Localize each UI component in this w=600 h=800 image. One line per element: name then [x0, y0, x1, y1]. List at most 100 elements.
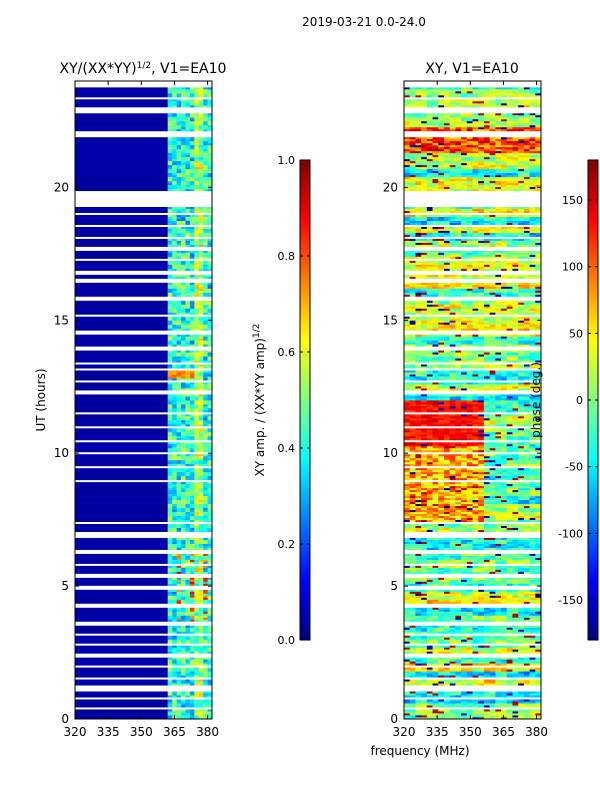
phase-cell	[506, 553, 513, 556]
amp-cell	[207, 661, 212, 664]
amp-cell	[185, 158, 191, 162]
amp-cell	[189, 254, 195, 257]
phase-cell	[426, 599, 433, 602]
phase-cell	[483, 647, 491, 650]
amp-row-low	[75, 649, 168, 652]
amp-cell	[198, 308, 204, 311]
amp-cell	[185, 497, 191, 501]
amp-cell	[203, 421, 208, 425]
amp-cell	[176, 423, 182, 427]
phase-cell	[404, 627, 411, 630]
amp-row-low	[75, 262, 168, 265]
phase-cell	[421, 701, 428, 704]
amp-cell	[207, 116, 212, 120]
phase-cell	[415, 527, 422, 530]
phase-cell	[535, 647, 541, 650]
amp-cell	[207, 208, 212, 211]
phase-cell	[489, 715, 496, 718]
phase-cell	[426, 593, 433, 596]
amp-cell	[172, 172, 178, 176]
amp-cell	[176, 160, 182, 164]
phase-cell	[529, 577, 536, 580]
amp-cell	[172, 615, 178, 618]
amp-cell	[181, 487, 186, 491]
amp-cell	[185, 128, 191, 132]
amp-cell	[181, 226, 186, 229]
amp-row-low	[75, 308, 168, 311]
amp-cell	[189, 284, 195, 287]
phase-cell	[518, 713, 525, 716]
phase-cell	[461, 663, 468, 666]
phase-cell	[472, 509, 479, 513]
phase-cell	[495, 613, 502, 616]
amp-cell	[185, 703, 191, 706]
amp-cell	[172, 138, 178, 142]
amp-cell	[167, 497, 173, 501]
amp-cell	[198, 220, 204, 223]
phase-cell	[421, 595, 428, 598]
amp-cell	[198, 609, 204, 612]
amp-cell	[181, 705, 186, 708]
phase-cell	[495, 557, 502, 560]
phase-cell	[495, 565, 502, 568]
amp-cell	[189, 565, 195, 568]
amp-cell	[189, 326, 195, 329]
phase-flagged-row	[404, 653, 541, 656]
phase-cell	[535, 657, 541, 660]
amp-cell	[185, 354, 191, 357]
amp-cell	[189, 669, 195, 672]
amplitude-colorbar-ramp	[299, 159, 311, 641]
amp-row-low	[75, 220, 168, 223]
amp-cell	[181, 302, 186, 305]
amp-row-low	[75, 635, 168, 638]
amp-cell	[167, 499, 173, 503]
amp-cell	[198, 671, 204, 674]
amp-cell	[194, 477, 200, 481]
amp-cell	[203, 699, 208, 702]
amp-cell	[194, 260, 200, 263]
amp-cell	[194, 593, 200, 596]
phase-cell	[466, 639, 473, 642]
amp-cell	[167, 312, 173, 315]
amp-cell	[176, 354, 182, 357]
phase-cell	[506, 659, 513, 662]
amp-row-low	[75, 599, 168, 602]
phase-cell	[523, 599, 530, 602]
phase-cell	[483, 595, 491, 598]
phase-cell	[489, 661, 496, 664]
amp-cell	[176, 238, 182, 241]
amp-row-low	[75, 264, 168, 267]
phase-cell	[409, 601, 416, 604]
amp-cell	[185, 569, 191, 572]
amp-cell	[167, 148, 173, 152]
amp-cell	[203, 513, 208, 517]
amp-cell	[189, 695, 195, 698]
phase-cell	[415, 631, 422, 634]
phase-cell	[404, 523, 411, 527]
amp-cell	[207, 647, 212, 650]
phase-cell	[506, 683, 513, 686]
amp-cell	[207, 487, 212, 491]
phase-cell	[501, 699, 508, 702]
amp-cell	[207, 244, 212, 247]
phase-cell	[443, 567, 451, 570]
amp-row-low	[75, 300, 168, 303]
amp-cell	[181, 511, 186, 515]
phase-cell	[478, 537, 485, 540]
amp-cell	[185, 112, 191, 116]
amp-row-low	[75, 445, 168, 449]
phase-cell	[421, 519, 428, 523]
amp-cell	[185, 681, 191, 684]
amp-cell	[198, 124, 204, 128]
phase-cell	[478, 493, 485, 497]
amp-cell	[185, 525, 191, 528]
phase-cell	[529, 649, 536, 652]
amp-cell	[176, 691, 182, 694]
phase-cell	[472, 553, 479, 556]
phase-cell	[483, 537, 491, 540]
phase-cell	[449, 667, 456, 670]
phase-cell	[455, 501, 462, 505]
phase-cell	[529, 683, 536, 686]
amp-cell	[203, 290, 208, 293]
phase-cell	[483, 663, 491, 666]
